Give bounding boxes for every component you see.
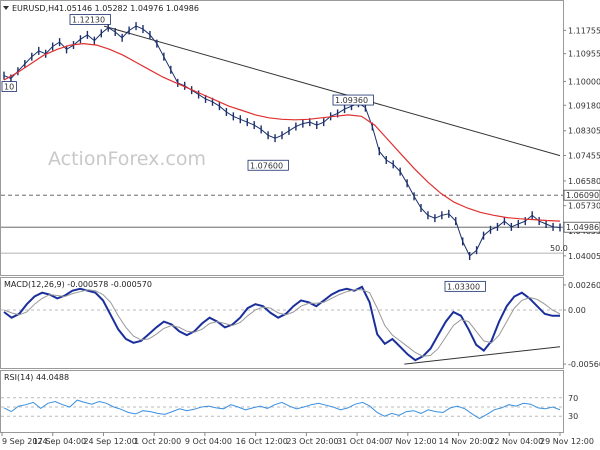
time-axis-label: 22 Nov 04:00 <box>489 437 543 446</box>
time-axis-label: 31 Oct 04:00 <box>337 437 389 446</box>
time-axis-label: 1 Oct 20:00 <box>134 437 181 446</box>
time-axis-label: 9 Sep 2024 <box>2 437 48 446</box>
price-close-line <box>3 25 561 257</box>
price-moving-average <box>3 42 561 222</box>
symbol-dropdown-icon[interactable] <box>3 6 9 10</box>
macd-trendline <box>404 346 561 365</box>
macd-y-tick-label: -0.005604 <box>568 360 600 369</box>
time-axis-label: 7 Nov 12:00 <box>388 437 437 446</box>
price-annotation-label: 1.07600 <box>250 161 283 170</box>
macd-y-axis: 0.002603 0.00 -0.005604 <box>1 281 600 369</box>
rsi-y-tick-label: 30 <box>568 412 578 421</box>
price-level-label: 1.04986 <box>566 223 599 232</box>
price-y-tick-label: 1.04005 <box>568 252 600 261</box>
price-y-tick-label: 1.05730 <box>568 202 600 211</box>
macd-y-tick-label: 0.00 <box>568 306 586 315</box>
macd-title: MACD(12,26,9) -0.000578 -0.000570 <box>4 280 152 289</box>
macd-signal-line <box>3 289 561 357</box>
price-trendline-segment <box>103 25 561 157</box>
time-axis-label: 24 Sep 12:00 <box>83 437 136 446</box>
price-annotation-label: 1.03300 <box>447 282 480 291</box>
price-level-label-box <box>563 221 600 233</box>
price-annotation-label: 1.12130 <box>72 15 105 24</box>
price-annotation-box <box>444 280 486 292</box>
price-y-tick-label: 1.06580 <box>568 177 600 186</box>
price-annotation-box <box>247 159 289 171</box>
time-axis-label: 16 Oct 12:00 <box>236 437 288 446</box>
price-annotation-label: 10 <box>4 83 14 92</box>
price-y-tick-label: 1.08305 <box>568 127 600 136</box>
watermark: ActionForex.com <box>48 148 206 170</box>
price-y-tick-label: 1.10000 <box>568 77 600 86</box>
price-y-tick-label: 1.11755 <box>568 26 600 35</box>
price-y-tick-label: 1.09180 <box>568 101 600 110</box>
price-y-tick-label: 1.10955 <box>568 50 600 59</box>
price-level-label: 1.06090 <box>566 191 599 200</box>
macd-lines <box>3 285 561 365</box>
time-axis-label: 9 Oct 04:00 <box>185 437 232 446</box>
price-level-label: 50.0 <box>550 244 568 253</box>
moving-average-line <box>3 42 561 222</box>
price-annotation-label: 1.09360 <box>335 96 368 105</box>
macd-y-tick-label: 0.002603 <box>568 281 600 290</box>
time-axis-label: 29 Nov 12:00 <box>540 437 594 446</box>
price-annotation-box <box>1 81 17 92</box>
macd-line <box>3 285 560 362</box>
ohlc-values: 1.05146 1.05282 1.04976 1.04986 <box>59 4 199 13</box>
rsi-panel[interactable] <box>0 370 564 433</box>
rsi-y-axis: 70 30 <box>1 394 578 421</box>
price-y-tick-label: 1.07455 <box>568 151 600 160</box>
rsi-line <box>3 399 561 420</box>
price-annotations: 1.12130 1.07600 1.09360 1.03300 10 <box>1 14 486 292</box>
rsi-title: RSI(14) 44.0488 <box>4 373 69 382</box>
price-trendline <box>103 25 561 157</box>
rsi-y-tick-label: 70 <box>568 394 578 403</box>
rsi-line-path <box>3 399 561 420</box>
time-axis-label: 17 Sep 04:00 <box>33 437 86 446</box>
symbol-label: EURUSD,H4 <box>12 4 59 13</box>
time-axis-label: 14 Nov 20:00 <box>439 437 493 446</box>
price-annotation-box <box>332 94 374 106</box>
time-axis-label: 23 Oct 20:00 <box>286 437 338 446</box>
price-level-label-box <box>563 189 600 201</box>
price-annotation-box <box>69 14 111 25</box>
